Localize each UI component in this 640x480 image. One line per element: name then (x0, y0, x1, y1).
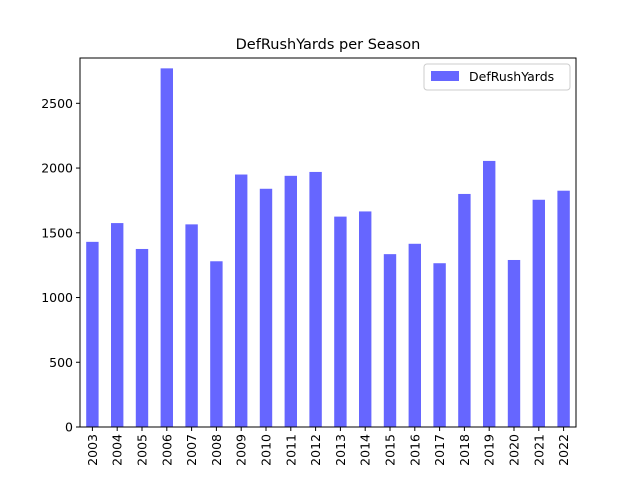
x-tick-label: 2019 (482, 434, 497, 466)
x-tick-label: 2006 (159, 434, 174, 466)
x-tick-label: 2007 (184, 434, 199, 466)
x-tick-label: 2017 (432, 434, 447, 466)
plot-frame (79, 57, 577, 428)
x-tick-label: 2022 (556, 434, 571, 466)
bar-2008 (210, 261, 223, 427)
x-tick-label: 2021 (531, 434, 546, 466)
x-tick-label: 2018 (457, 434, 472, 466)
y-tick-label: 0 (65, 420, 73, 435)
bar-2009 (235, 174, 248, 427)
bar-2012 (309, 171, 322, 427)
bar-2015 (383, 254, 397, 427)
legend-label: DefRushYards (469, 69, 554, 84)
x-tick-label: 2020 (507, 434, 522, 466)
x-tick-label: 2005 (135, 434, 150, 466)
legend-swatch (431, 71, 459, 81)
chart-title: DefRushYards per Season (236, 37, 421, 53)
y-tick-label: 1500 (41, 225, 73, 240)
legend-box (423, 63, 571, 91)
bar-2005 (135, 248, 149, 427)
bar-2020 (507, 259, 521, 427)
x-tick-label: 2016 (407, 434, 422, 466)
x-tick-label: 2008 (209, 434, 224, 466)
y-tick-label: 2500 (41, 96, 73, 111)
bars-group (86, 68, 570, 428)
bar-2014 (359, 211, 372, 427)
y-axis: 0 500 1000 1500 2000 2500 (41, 96, 80, 435)
bar-2022 (557, 190, 570, 427)
bar-2019 (483, 160, 496, 427)
bar-2006 (160, 68, 173, 428)
bar-2010 (259, 188, 273, 427)
bar-2011 (284, 175, 297, 427)
x-axis: 2003 2004 2005 2006 2007 2008 2009 2010 2011 2012… (85, 427, 571, 466)
x-tick-label: 2003 (85, 434, 100, 466)
bar-2018 (458, 193, 471, 427)
bar-2017 (433, 263, 446, 427)
bar-2007 (185, 224, 198, 427)
x-tick-label: 2010 (259, 434, 274, 466)
bar-2004 (111, 223, 124, 427)
x-tick-label: 2015 (383, 434, 398, 466)
y-tick-label: 500 (49, 355, 73, 370)
bar-2021 (532, 199, 545, 427)
y-tick-label: 2000 (41, 161, 73, 176)
bar-2013 (334, 216, 347, 427)
x-tick-label: 2013 (333, 434, 348, 466)
bar-2003 (86, 241, 99, 427)
x-tick-label: 2009 (234, 434, 249, 466)
y-tick-label: 1000 (41, 290, 73, 305)
x-tick-label: 2004 (110, 434, 125, 466)
bar-2016 (408, 243, 421, 427)
legend: DefRushYards (423, 63, 571, 91)
x-tick-label: 2014 (358, 434, 373, 466)
x-tick-label: 2011 (283, 434, 298, 466)
x-tick-label: 2012 (308, 434, 323, 466)
